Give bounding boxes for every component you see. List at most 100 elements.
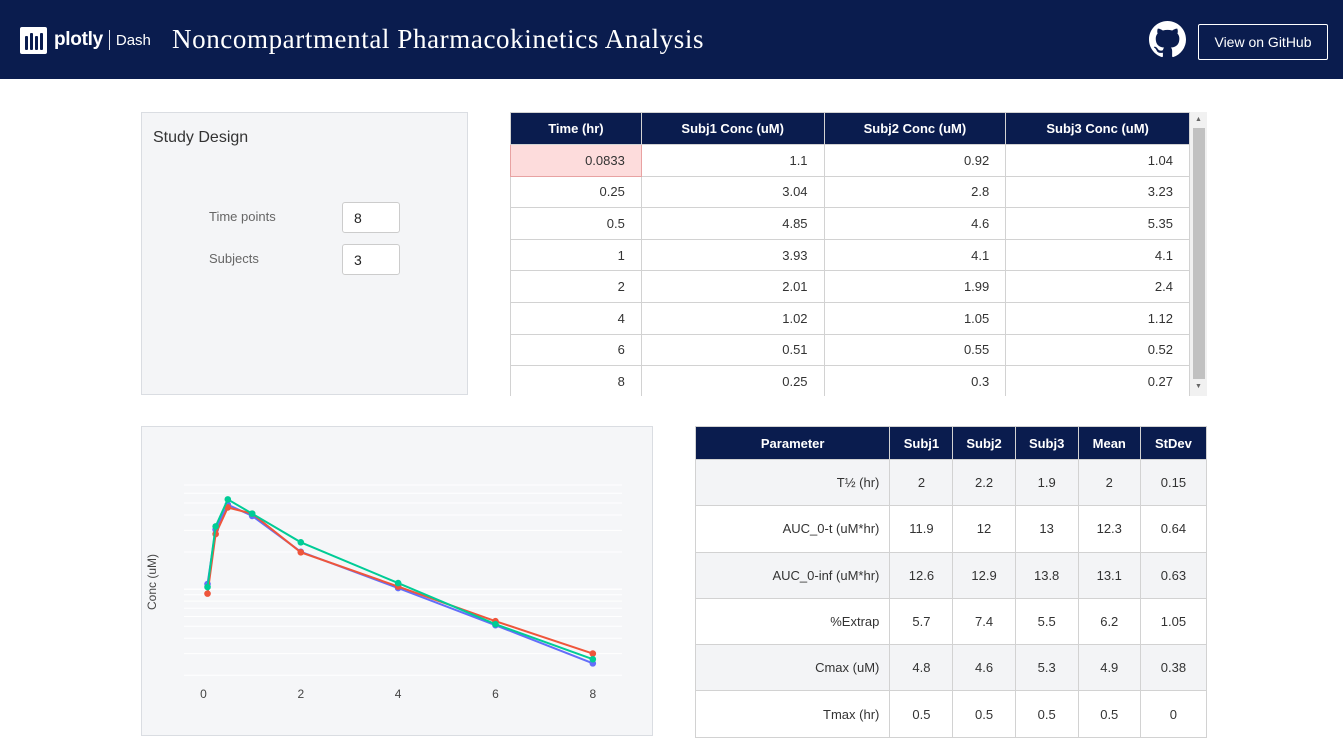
time-points-input[interactable]: 8 bbox=[342, 202, 400, 233]
concentration-chart[interactable]: 0 2 4 6 8 Conc (uM) bbox=[141, 426, 653, 736]
column-header[interactable]: Subj3 Conc (uM) bbox=[1005, 112, 1190, 145]
column-header[interactable]: Subj1 bbox=[889, 426, 954, 460]
table-cell[interactable]: 1.04 bbox=[1005, 144, 1190, 177]
data-point[interactable] bbox=[212, 523, 219, 530]
data-point[interactable] bbox=[204, 590, 211, 597]
table-cell: 0 bbox=[1139, 690, 1208, 738]
table-cell[interactable]: 0.25 bbox=[510, 175, 642, 209]
study-design-title: Study Design bbox=[153, 129, 249, 146]
study-design-panel: Study Design Time points 8 Subjects 3 bbox=[141, 112, 468, 395]
x-tick-label: 0 bbox=[200, 687, 207, 701]
table-cell[interactable]: 4.1 bbox=[823, 238, 1007, 272]
chart-x-ticks: 0 2 4 6 8 bbox=[200, 687, 596, 701]
table-cell: 0.5 bbox=[889, 690, 954, 738]
logo-text: plotly bbox=[54, 29, 103, 50]
data-point[interactable] bbox=[394, 579, 402, 587]
table-row: 6 0.51 0.55 0.52 bbox=[510, 333, 1190, 367]
column-header[interactable]: Parameter bbox=[694, 426, 891, 460]
table-cell[interactable]: 4.6 bbox=[823, 207, 1007, 240]
parameter-name: T½ (hr) bbox=[694, 458, 891, 507]
column-header[interactable]: Time (hr) bbox=[510, 112, 642, 145]
table-cell: 0.5 bbox=[952, 690, 1016, 738]
app-header: plotly Dash Noncompartmental Pharmacokin… bbox=[0, 0, 1343, 79]
x-tick-label: 6 bbox=[492, 687, 499, 701]
table-cell[interactable]: 0.52 bbox=[1005, 333, 1190, 367]
table-cell[interactable]: 0.3 bbox=[823, 365, 1007, 396]
table-cell[interactable]: 1.02 bbox=[640, 301, 825, 335]
table-cell[interactable]: 1.05 bbox=[823, 301, 1007, 335]
table-cell: 13 bbox=[1014, 505, 1079, 553]
table-cell[interactable]: 2 bbox=[510, 270, 642, 303]
table-cell[interactable]: 4.1 bbox=[1005, 238, 1190, 272]
plotly-dash-logo[interactable]: plotly Dash bbox=[20, 26, 151, 54]
table-cell[interactable]: 3.93 bbox=[640, 238, 825, 272]
table-cell: 0.5 bbox=[1014, 690, 1079, 738]
table-cell[interactable]: 0.27 bbox=[1005, 365, 1190, 396]
x-tick-label: 2 bbox=[297, 687, 304, 701]
table-cell[interactable]: 0.25 bbox=[640, 365, 825, 396]
table-cell: 4.8 bbox=[889, 644, 954, 692]
table-cell[interactable]: 4 bbox=[510, 301, 642, 335]
table-cell[interactable]: 0.55 bbox=[823, 333, 1007, 367]
table-cell: 0.15 bbox=[1139, 458, 1208, 507]
column-header[interactable]: Subj2 bbox=[952, 426, 1016, 460]
table-scrollbar-thumb[interactable] bbox=[1193, 128, 1205, 379]
table-cell: 0.64 bbox=[1139, 505, 1208, 553]
table-cell-active[interactable]: 0.0833 bbox=[510, 144, 642, 177]
data-point[interactable] bbox=[297, 538, 305, 546]
concentration-data-table: Time (hr) Subj1 Conc (uM) Subj2 Conc (uM… bbox=[510, 112, 1207, 396]
table-cell: 12.6 bbox=[889, 551, 954, 599]
view-on-github-button[interactable]: View on GitHub bbox=[1198, 24, 1328, 60]
table-cell: 5.7 bbox=[889, 597, 954, 646]
chart-svg: 0 2 4 6 8 Conc (uM) bbox=[145, 484, 622, 701]
time-points-label: Time points bbox=[209, 209, 276, 224]
data-point[interactable] bbox=[224, 504, 232, 511]
data-point[interactable] bbox=[297, 549, 305, 556]
table-cell[interactable]: 0.51 bbox=[640, 333, 825, 367]
table-cell: 13.1 bbox=[1077, 551, 1141, 599]
table-cell[interactable]: 3.23 bbox=[1005, 175, 1190, 209]
table-cell[interactable]: 5.35 bbox=[1005, 207, 1190, 240]
table-cell: 6.2 bbox=[1077, 597, 1141, 646]
column-header[interactable]: Subj2 Conc (uM) bbox=[823, 112, 1007, 145]
scroll-down-arrow-icon[interactable]: ▼ bbox=[1195, 383, 1202, 390]
table-row: 4 1.02 1.05 1.12 bbox=[510, 301, 1190, 335]
subjects-input[interactable]: 3 bbox=[342, 244, 400, 275]
data-point[interactable] bbox=[589, 655, 597, 663]
scroll-up-arrow-icon[interactable]: ▲ bbox=[1195, 116, 1202, 123]
table-row: 1 3.93 4.1 4.1 bbox=[510, 238, 1190, 272]
parameter-name: %Extrap bbox=[694, 597, 891, 646]
data-point[interactable] bbox=[224, 496, 232, 503]
table-cell[interactable]: 2.01 bbox=[640, 270, 825, 303]
data-point[interactable] bbox=[492, 620, 499, 628]
table-row: 2 2.01 1.99 2.4 bbox=[510, 270, 1190, 303]
table-cell[interactable]: 2.8 bbox=[823, 175, 1007, 209]
data-point[interactable] bbox=[248, 510, 256, 517]
table-cell[interactable]: 4.85 bbox=[640, 207, 825, 240]
table-cell[interactable]: 1 bbox=[510, 238, 642, 272]
table-cell[interactable]: 2.4 bbox=[1005, 270, 1190, 303]
table-cell[interactable]: 1.99 bbox=[823, 270, 1007, 303]
column-header[interactable]: Subj3 bbox=[1014, 426, 1079, 460]
table-cell[interactable]: 3.04 bbox=[640, 175, 825, 209]
table-row: 0.0833 1.1 0.92 1.04 bbox=[510, 144, 1190, 177]
table-cell: 2 bbox=[889, 458, 954, 507]
table-cell: 2.2 bbox=[952, 458, 1016, 507]
table-cell[interactable]: 6 bbox=[510, 333, 642, 367]
table-cell[interactable]: 1.12 bbox=[1005, 301, 1190, 335]
data-point[interactable] bbox=[589, 650, 597, 657]
table-row: Tmax (hr) 0.5 0.5 0.5 0.5 0 bbox=[694, 690, 1208, 738]
table-cell[interactable]: 0.5 bbox=[510, 207, 642, 240]
parameter-name: Tmax (hr) bbox=[694, 690, 891, 738]
column-header[interactable]: StDev bbox=[1139, 426, 1208, 460]
data-point[interactable] bbox=[204, 583, 211, 591]
table-cell[interactable]: 1.1 bbox=[640, 144, 825, 177]
table-cell[interactable]: 0.92 bbox=[823, 144, 1007, 177]
table-cell: 12.9 bbox=[952, 551, 1016, 599]
column-header[interactable]: Mean bbox=[1077, 426, 1141, 460]
github-icon[interactable] bbox=[1149, 21, 1186, 58]
table-cell: 1.9 bbox=[1014, 458, 1079, 507]
table-row: AUC_0-inf (uM*hr) 12.6 12.9 13.8 13.1 0.… bbox=[694, 551, 1208, 599]
column-header[interactable]: Subj1 Conc (uM) bbox=[640, 112, 825, 145]
table-cell[interactable]: 8 bbox=[510, 365, 642, 396]
